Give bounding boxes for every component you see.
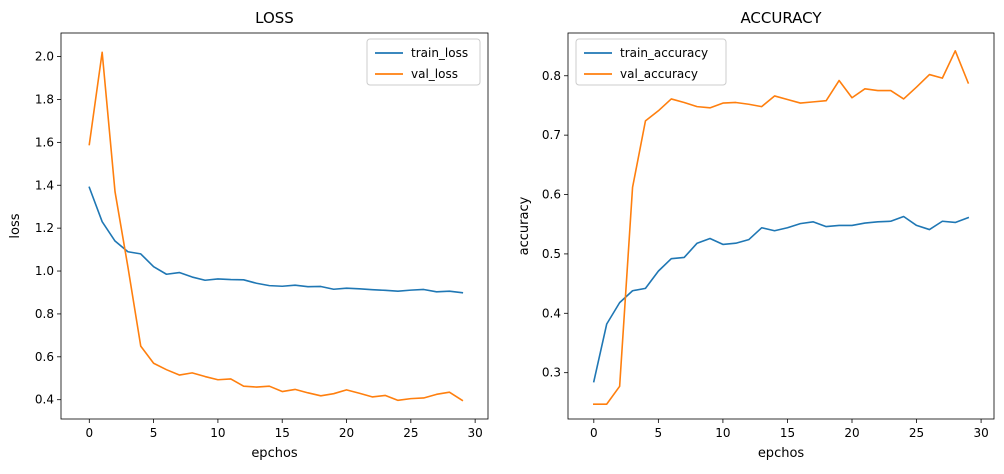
plot-frame: [60, 32, 489, 420]
y-tick-label: 1.0: [35, 264, 54, 278]
x-tick-label: 10: [210, 426, 225, 440]
y-tick-label: 0.4: [542, 306, 561, 320]
subplot-accuracy: 0 5 10 15 20 25 30 0.3 0.4 0.5 0.6 0.7 0.8 ACCURACY ep…: [517, 9, 995, 461]
y-tick-label: 0.6: [542, 188, 561, 202]
y-axis-label: accuracy: [517, 196, 532, 255]
x-tick-label: 0: [590, 426, 598, 440]
y-tick-label: 1.4: [35, 178, 54, 192]
legend-label-val_accuracy: val_accuracy: [620, 67, 698, 81]
x-tick-label: 5: [150, 426, 158, 440]
series-line-val_accuracy: [593, 50, 970, 405]
y-tick-label: 1.8: [35, 92, 54, 106]
x-tick-label: 25: [909, 426, 924, 440]
y-tick-label: 0.3: [542, 366, 561, 380]
x-axis-label: epchos: [758, 446, 805, 461]
x-tick-label: 10: [715, 426, 730, 440]
legend: train_accuracy val_accuracy: [575, 38, 727, 86]
y-tick-label: 0.5: [542, 247, 561, 261]
legend-label-train_accuracy: train_accuracy: [620, 46, 708, 60]
chart-title: LOSS: [255, 9, 294, 27]
y-tick-label: 0.8: [542, 69, 561, 83]
y-axis-label: loss: [8, 213, 23, 238]
y-tick-label: 0.6: [35, 350, 54, 364]
plot-frame: [567, 32, 995, 420]
legend-label-val_loss: val_loss: [411, 67, 458, 81]
x-tick-label: 15: [780, 426, 795, 440]
x-tick-label: 20: [844, 426, 859, 440]
y-tick-label: 0.4: [35, 393, 54, 407]
x-tick-label: 30: [467, 426, 482, 440]
legend-label-train_loss: train_loss: [411, 46, 468, 60]
series-line-train_loss: [88, 186, 464, 294]
x-axis-label: epchos: [251, 446, 298, 461]
legend: train_loss val_loss: [366, 38, 481, 86]
x-tick-label: 20: [339, 426, 354, 440]
chart-title: ACCURACY: [740, 9, 822, 27]
series-line-val_loss: [88, 51, 464, 402]
y-tick-label: 1.2: [35, 221, 54, 235]
x-tick-label: 30: [973, 426, 988, 440]
legend-box: [575, 38, 727, 86]
y-tick-label: 1.6: [35, 135, 54, 149]
series-line-train_accuracy: [592, 215, 970, 383]
x-tick-label: 25: [403, 426, 418, 440]
subplot-loss: 0 5 10 15 20 25 30 0.4 0.6 0.8 1.0 1.2 1.4 1.6 1.8 2.0 L…: [8, 9, 489, 461]
x-tick-label: 5: [655, 426, 663, 440]
y-tick-label: 2.0: [35, 50, 54, 64]
x-tick-label: 0: [85, 426, 93, 440]
y-tick-label: 0.8: [35, 307, 54, 321]
y-tick-label: 0.7: [542, 128, 561, 142]
x-tick-label: 15: [275, 426, 290, 440]
